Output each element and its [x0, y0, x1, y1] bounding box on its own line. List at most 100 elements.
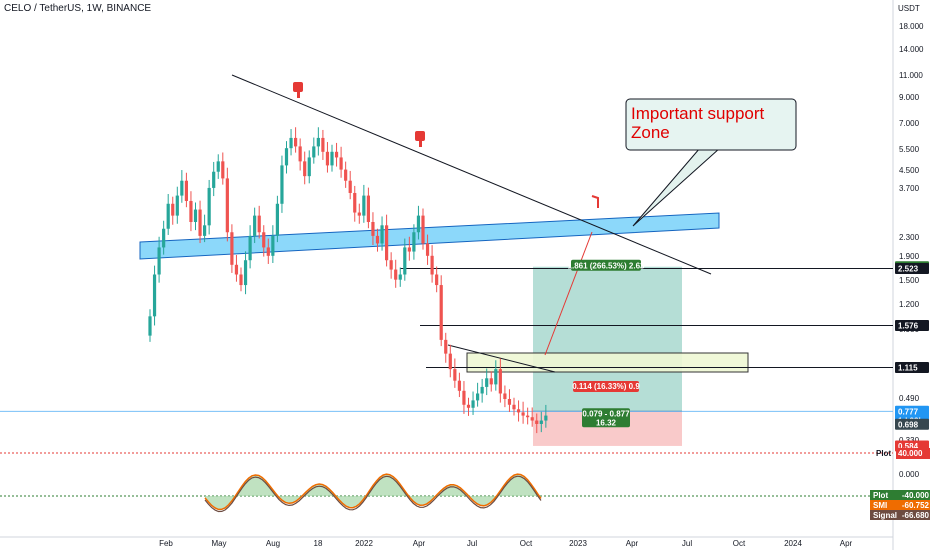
osc-plot-tag	[896, 448, 930, 459]
price-tag	[895, 320, 929, 332]
time-tick-label: 2023	[569, 539, 587, 548]
osc-series-name: Plot	[873, 491, 888, 500]
time-tick-label: 2022	[355, 539, 373, 548]
candle-body	[193, 209, 198, 223]
price-tag	[895, 262, 929, 274]
candle-body	[357, 212, 361, 216]
candle-body	[371, 222, 375, 236]
candle-body	[221, 161, 225, 179]
candle-body	[298, 146, 302, 162]
candle-body	[152, 274, 157, 317]
osc-legend-tag	[870, 510, 930, 520]
position-entry-label: 16.32	[596, 418, 617, 427]
candle-body	[439, 285, 443, 340]
projection-arrow	[544, 231, 593, 356]
candle-body	[539, 420, 543, 424]
candle-body	[471, 400, 475, 408]
osc-series-value: -40.000	[902, 491, 930, 500]
osc-smi-line	[204, 473, 542, 511]
thumbs-down-icon	[415, 131, 425, 141]
candle-body	[453, 369, 457, 381]
candle-body	[239, 274, 243, 286]
callout-text: Important support	[631, 104, 765, 123]
price-tag	[895, 361, 929, 373]
price-tick-label: 3.700	[899, 184, 920, 193]
candle-body	[521, 412, 525, 416]
thumbs-down-icon	[297, 92, 300, 98]
candle-body	[348, 180, 352, 193]
candle-body	[316, 137, 320, 147]
candle-body	[462, 390, 466, 405]
candle-body	[312, 146, 316, 158]
candle-body	[512, 404, 516, 410]
candle-body	[389, 260, 393, 270]
candle-body	[203, 225, 207, 236]
candle-body	[544, 415, 548, 421]
osc-series-value: -60.752	[902, 501, 930, 510]
time-tick-label: Apr	[413, 539, 426, 548]
candle-body	[526, 415, 530, 418]
price-tick-label: 7.000	[899, 119, 920, 128]
candle-body	[516, 409, 521, 413]
candle-body	[266, 247, 270, 256]
candle-body	[466, 404, 471, 408]
time-tick-label: 2024	[784, 539, 802, 548]
osc-series-value: -66.680	[902, 511, 930, 520]
candle-body	[407, 247, 411, 252]
candle-body	[162, 228, 166, 248]
candle-body	[243, 260, 248, 286]
price-tick-label: 5.500	[899, 145, 920, 154]
candle-body	[321, 137, 325, 152]
candle-body	[171, 203, 175, 216]
candle-body	[366, 195, 370, 223]
osc-series-value: 40.000	[898, 449, 923, 458]
candle-body	[325, 151, 330, 166]
price-tick-label: 1.500	[899, 276, 920, 285]
candle-body	[435, 274, 439, 286]
candle-body	[234, 264, 239, 275]
candle-body	[339, 157, 343, 170]
price-tag-label: 0.584	[898, 442, 919, 451]
candle-body	[489, 378, 493, 385]
candle-body	[230, 232, 234, 265]
time-tick-label: Aug	[266, 539, 280, 548]
candle-body	[480, 386, 484, 394]
price-axis-unit: USDT	[898, 4, 920, 13]
candle-body	[530, 417, 534, 421]
support-zone-band	[139, 212, 720, 260]
candle-body	[448, 353, 452, 370]
time-tick-label: Oct	[733, 539, 746, 548]
candle-body	[412, 232, 416, 252]
position-target-label: 1.861 (266.53%) 2.63	[568, 262, 645, 271]
candle-body	[212, 171, 216, 188]
candle-body	[294, 137, 298, 147]
osc-signal-line	[204, 475, 542, 513]
position-stop-label-bg	[573, 381, 639, 392]
candle-body	[225, 178, 229, 233]
candle-body	[498, 369, 502, 394]
price-tag-label: 2.523	[898, 264, 919, 273]
candle-body	[248, 235, 252, 261]
price-tag-label: 0.698	[898, 420, 919, 429]
candle-body	[330, 151, 334, 166]
osc-series-name: Plot	[876, 449, 891, 458]
candle-body	[344, 169, 348, 181]
position-stop-label: 0.114 (16.33%) 0.9	[572, 382, 640, 391]
osc-series-name: SMI	[873, 501, 887, 510]
osc-series-name: Signal	[873, 511, 897, 520]
target-marker	[591, 195, 599, 208]
candle-body	[421, 215, 425, 244]
candle-body	[375, 235, 380, 244]
time-tick-label: Apr	[840, 539, 853, 548]
candle-body	[148, 316, 152, 336]
candle-body	[207, 187, 211, 226]
osc-oversold-fill	[205, 474, 541, 510]
candle-body	[180, 180, 184, 196]
candle-body	[403, 247, 407, 275]
candle-body	[394, 269, 398, 280]
candle-body	[425, 243, 430, 256]
candle-body	[430, 255, 434, 275]
time-tick-label: May	[211, 539, 226, 548]
candle-body	[189, 200, 193, 223]
